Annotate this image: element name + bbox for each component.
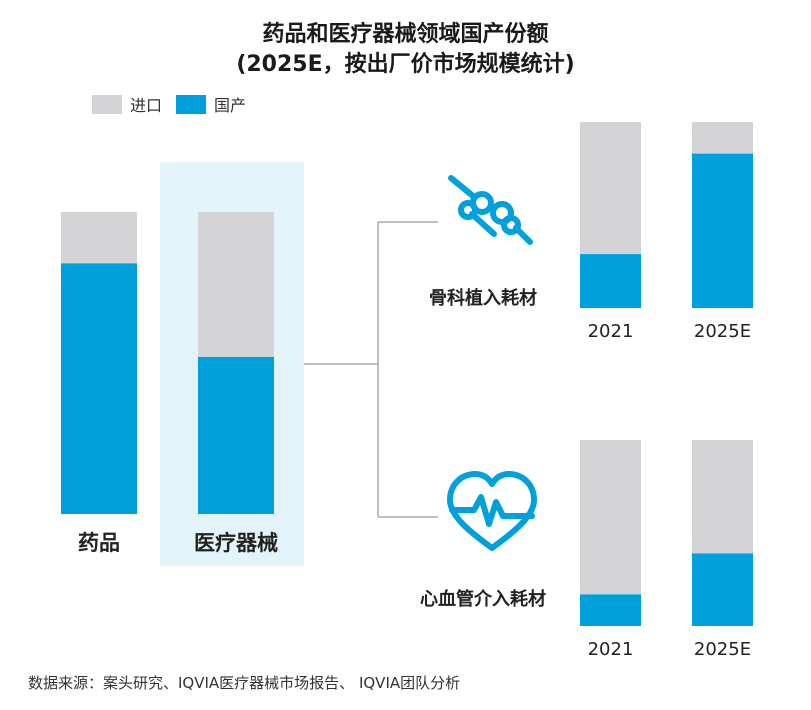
chart-subtitle: (2025E，按出厂价市场规模统计) (236, 52, 575, 77)
legend-item-import: 进口 (92, 92, 162, 116)
main-bar-domestic-药品 (61, 263, 137, 514)
legend-swatch-import (92, 94, 122, 114)
chart-title: 药品和医疗器械领域国产份额 (262, 22, 549, 47)
main-tick-label-药品: 药品 (78, 531, 120, 555)
cardio-bar-domestic-2021 (580, 594, 641, 626)
ortho-bar-domestic-2021 (580, 254, 641, 308)
cardio-bar-import-2021 (580, 440, 641, 595)
main-bar-import-药品 (61, 212, 137, 264)
cardio-bar-domestic-2025E (692, 553, 753, 626)
ortho-group-label: 骨科植入耗材 (429, 287, 537, 309)
labels-layer: 药品 医疗器械 2021 2025E 骨科植入耗材 2021 2025E 心血管介入耗材 (78, 287, 751, 660)
ortho-tick-label-2021: 2021 (588, 321, 634, 342)
ortho-tick-label-2025E: 2025E (694, 321, 751, 342)
cardio-group-label: 心血管介入耗材 (420, 588, 546, 610)
legend-swatch-domestic (176, 94, 207, 114)
cardio-tick-label-2021: 2021 (588, 639, 634, 660)
bone-joint-icon (448, 175, 533, 245)
bars-layer (61, 122, 753, 626)
main-bar-domestic-医疗器械 (198, 356, 274, 514)
legend-label-domestic: 国产 (214, 96, 247, 115)
legend-label-import: 进口 (130, 96, 163, 115)
legend: 进口 国产 (92, 92, 260, 116)
connector-lines (304, 221, 438, 518)
legend-item-domestic: 国产 (176, 92, 246, 116)
main-bar-import-医疗器械 (198, 212, 274, 357)
cardio-tick-label-2025E: 2025E (694, 639, 751, 660)
heart-pulse-icon (447, 471, 537, 551)
ortho-bar-domestic-2025E (692, 153, 753, 308)
main-tick-label-医疗器械: 医疗器械 (194, 531, 278, 555)
cardio-bar-import-2025E (692, 440, 753, 554)
ortho-bar-import-2025E (692, 122, 753, 154)
ortho-bar-import-2021 (580, 122, 641, 255)
source-note: 数据来源：案头研究、IQVIA医疗器械市场报告、 IQVIA团队分析 (28, 674, 461, 692)
